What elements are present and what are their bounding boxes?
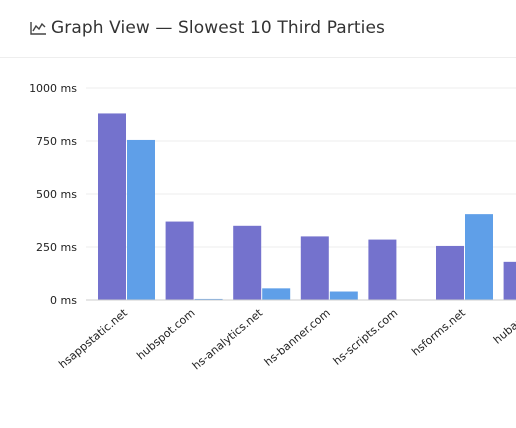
bar bbox=[233, 225, 262, 300]
x-tick-label: hs-analytics.net bbox=[190, 306, 266, 373]
x-tick-label: hsforms.net bbox=[409, 306, 468, 359]
bar bbox=[194, 298, 223, 300]
bar bbox=[300, 236, 329, 300]
x-tick-label: hubapi.c bbox=[491, 306, 516, 346]
chart-header: Graph View — Slowest 10 Third Parties bbox=[0, 0, 516, 58]
bar bbox=[329, 291, 358, 300]
bar bbox=[127, 139, 155, 300]
x-tick-label: hsappstatic.net bbox=[56, 306, 130, 371]
line-chart-icon bbox=[30, 22, 46, 35]
bar bbox=[98, 113, 126, 300]
bar bbox=[165, 221, 194, 300]
y-tick-label: 750 ms bbox=[36, 135, 77, 148]
y-tick-label: 500 ms bbox=[36, 188, 77, 201]
bar bbox=[503, 261, 516, 300]
page-title: Graph View — Slowest 10 Third Parties bbox=[51, 18, 386, 38]
x-tick-label: hs-banner.com bbox=[262, 306, 333, 368]
y-tick-label: 0 ms bbox=[50, 294, 77, 307]
bar bbox=[262, 288, 291, 300]
bar bbox=[465, 214, 493, 300]
bar bbox=[436, 245, 464, 300]
x-tick-label: hubspot.com bbox=[134, 306, 197, 362]
x-tick-label: hs-scripts.com bbox=[331, 306, 401, 367]
y-tick-label: 1000 ms bbox=[29, 82, 77, 95]
y-tick-label: 250 ms bbox=[36, 241, 77, 254]
bar bbox=[368, 239, 397, 300]
